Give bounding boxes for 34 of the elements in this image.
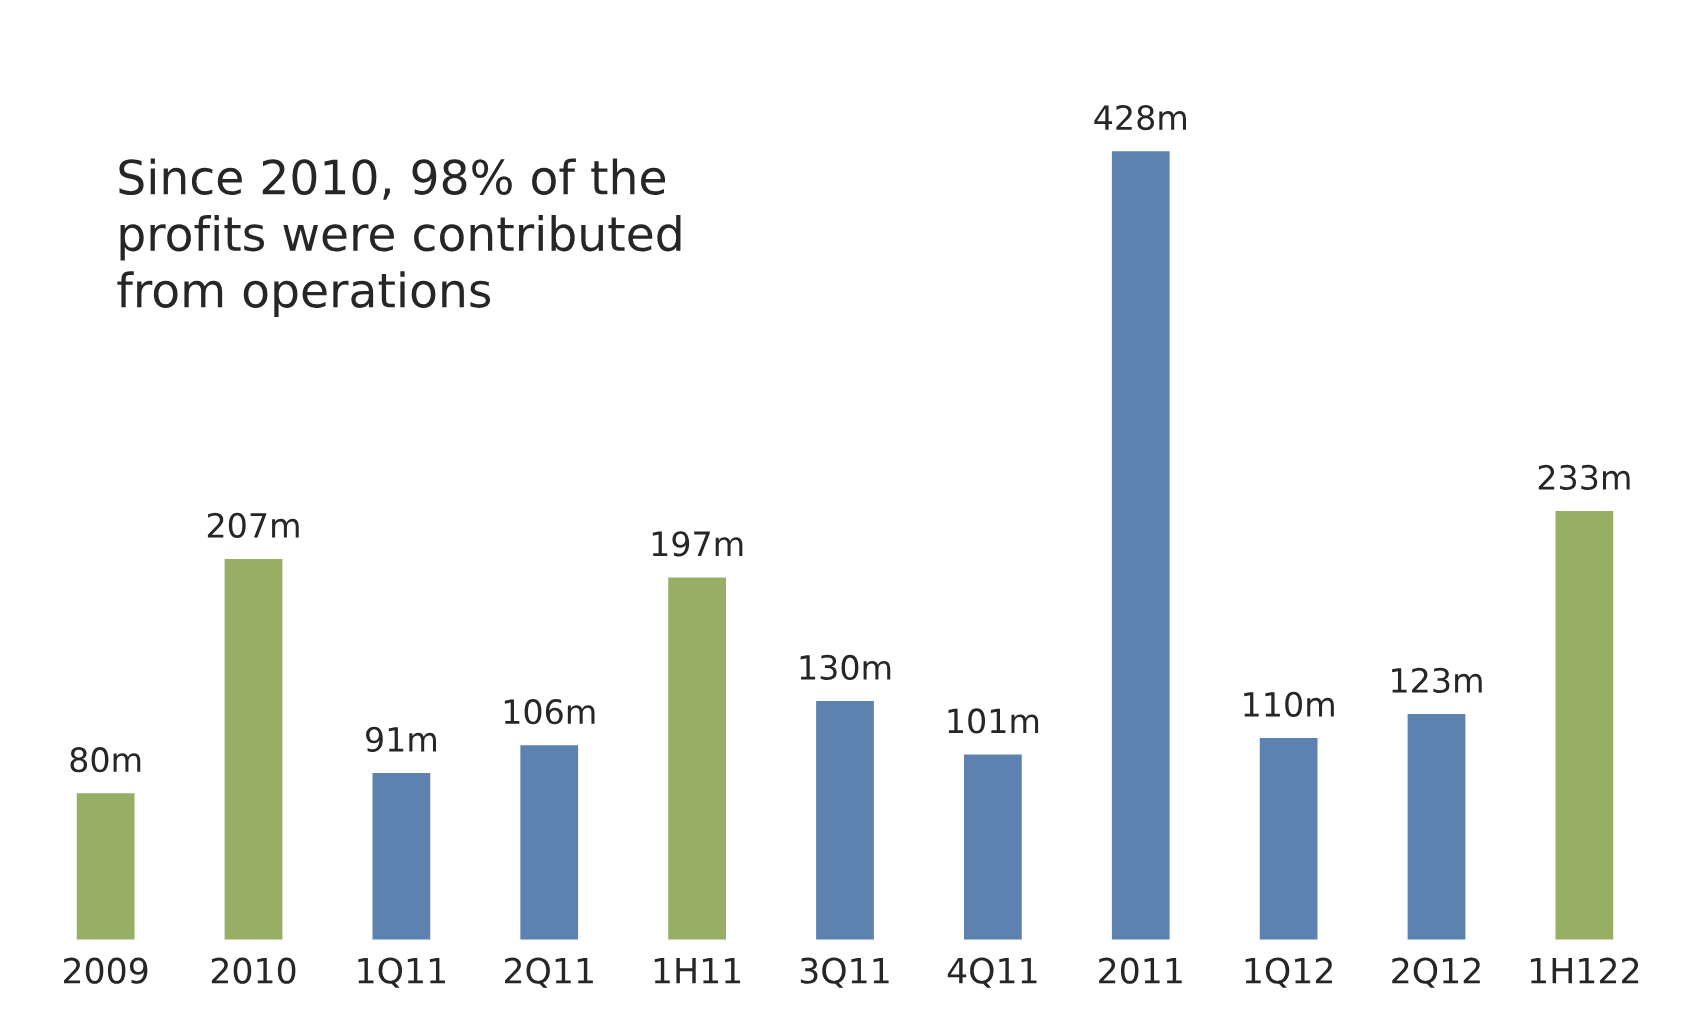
x-tick-label: 4Q11: [947, 957, 1037, 988]
data-label: 91m: [366, 726, 436, 752]
bar: [223, 557, 284, 941]
bar: [1258, 736, 1319, 941]
data-label: 428m: [1094, 104, 1186, 131]
x-tick-label: 2Q11: [504, 957, 593, 988]
bar: [666, 576, 728, 941]
bar: [814, 699, 876, 941]
x-tick-label: 2010: [211, 957, 296, 984]
data-label: 80m: [70, 747, 141, 773]
bar: [1406, 712, 1467, 941]
annotation: Since 2010, 98% of the profits were contributed from operations: [117, 158, 681, 318]
bar: [1554, 509, 1615, 941]
x-tick-label: 1H122: [1530, 957, 1639, 984]
data-label: 106m: [504, 699, 595, 725]
x-tick-label: 1H11: [654, 957, 741, 984]
data-label: 130m: [800, 654, 891, 681]
x-tick-label: 2Q12: [1392, 957, 1480, 988]
bar: [1110, 149, 1172, 941]
bar: [75, 791, 136, 941]
bar: [371, 771, 432, 941]
x-tick-label: 2009: [63, 957, 148, 984]
x-tick-label: 2011: [1099, 957, 1182, 984]
data-label: 233m: [1538, 464, 1630, 490]
data-label: 101m: [948, 708, 1039, 734]
data-label: 110m: [1244, 691, 1334, 717]
x-tick-label: 1Q11: [358, 957, 445, 988]
data-label: 123m: [1392, 667, 1482, 693]
x-tick-label: 3Q11: [800, 957, 889, 988]
data-label: 197m: [652, 531, 743, 557]
data-label: 207m: [207, 512, 299, 538]
bar: [962, 753, 1024, 941]
x-tick-label: 1Q12: [1245, 957, 1332, 988]
bar: [518, 743, 580, 941]
